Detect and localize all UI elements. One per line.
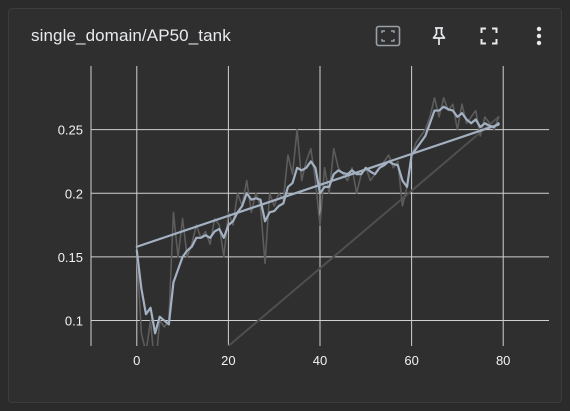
x-tick-label: 80 (496, 353, 510, 368)
x-tick-label: 20 (221, 353, 235, 368)
chart-area[interactable]: 0 20 40 60 80 0.1 0.15 0.2 0.25 (9, 9, 563, 404)
chart-title: single_domain/AP50_tank (31, 26, 231, 45)
y-tick-label: 0.15 (58, 250, 83, 265)
series-line-reference (227, 115, 500, 346)
pin-button[interactable] (425, 22, 453, 50)
series-line-smoothed (135, 105, 500, 335)
fullscreen-icon (480, 27, 498, 45)
card-header: single_domain/AP50_tank (9, 9, 561, 61)
fit-domain-icon (375, 25, 401, 47)
grid (90, 66, 549, 346)
x-tick-label: 40 (313, 353, 327, 368)
tick-labels: 0 20 40 60 80 0.1 0.15 0.2 0.25 (58, 123, 511, 368)
y-tick-label: 0.25 (58, 123, 83, 138)
more-vert-icon (536, 26, 542, 46)
x-tick-label: 0 (133, 353, 140, 368)
pin-icon (431, 26, 447, 46)
y-tick-label: 0.2 (65, 186, 83, 201)
more-options-button[interactable] (525, 22, 553, 50)
x-tick-label: 60 (404, 353, 418, 368)
line-chart[interactable]: 0 20 40 60 80 0.1 0.15 0.2 0.25 (9, 9, 563, 404)
fit-domain-button[interactable] (374, 22, 402, 50)
fullscreen-button[interactable] (475, 22, 503, 50)
y-tick-label: 0.1 (65, 314, 83, 329)
series-layer (135, 97, 500, 346)
chart-card: single_domain/AP50_tank (8, 8, 562, 403)
series-line-raw (136, 97, 500, 346)
